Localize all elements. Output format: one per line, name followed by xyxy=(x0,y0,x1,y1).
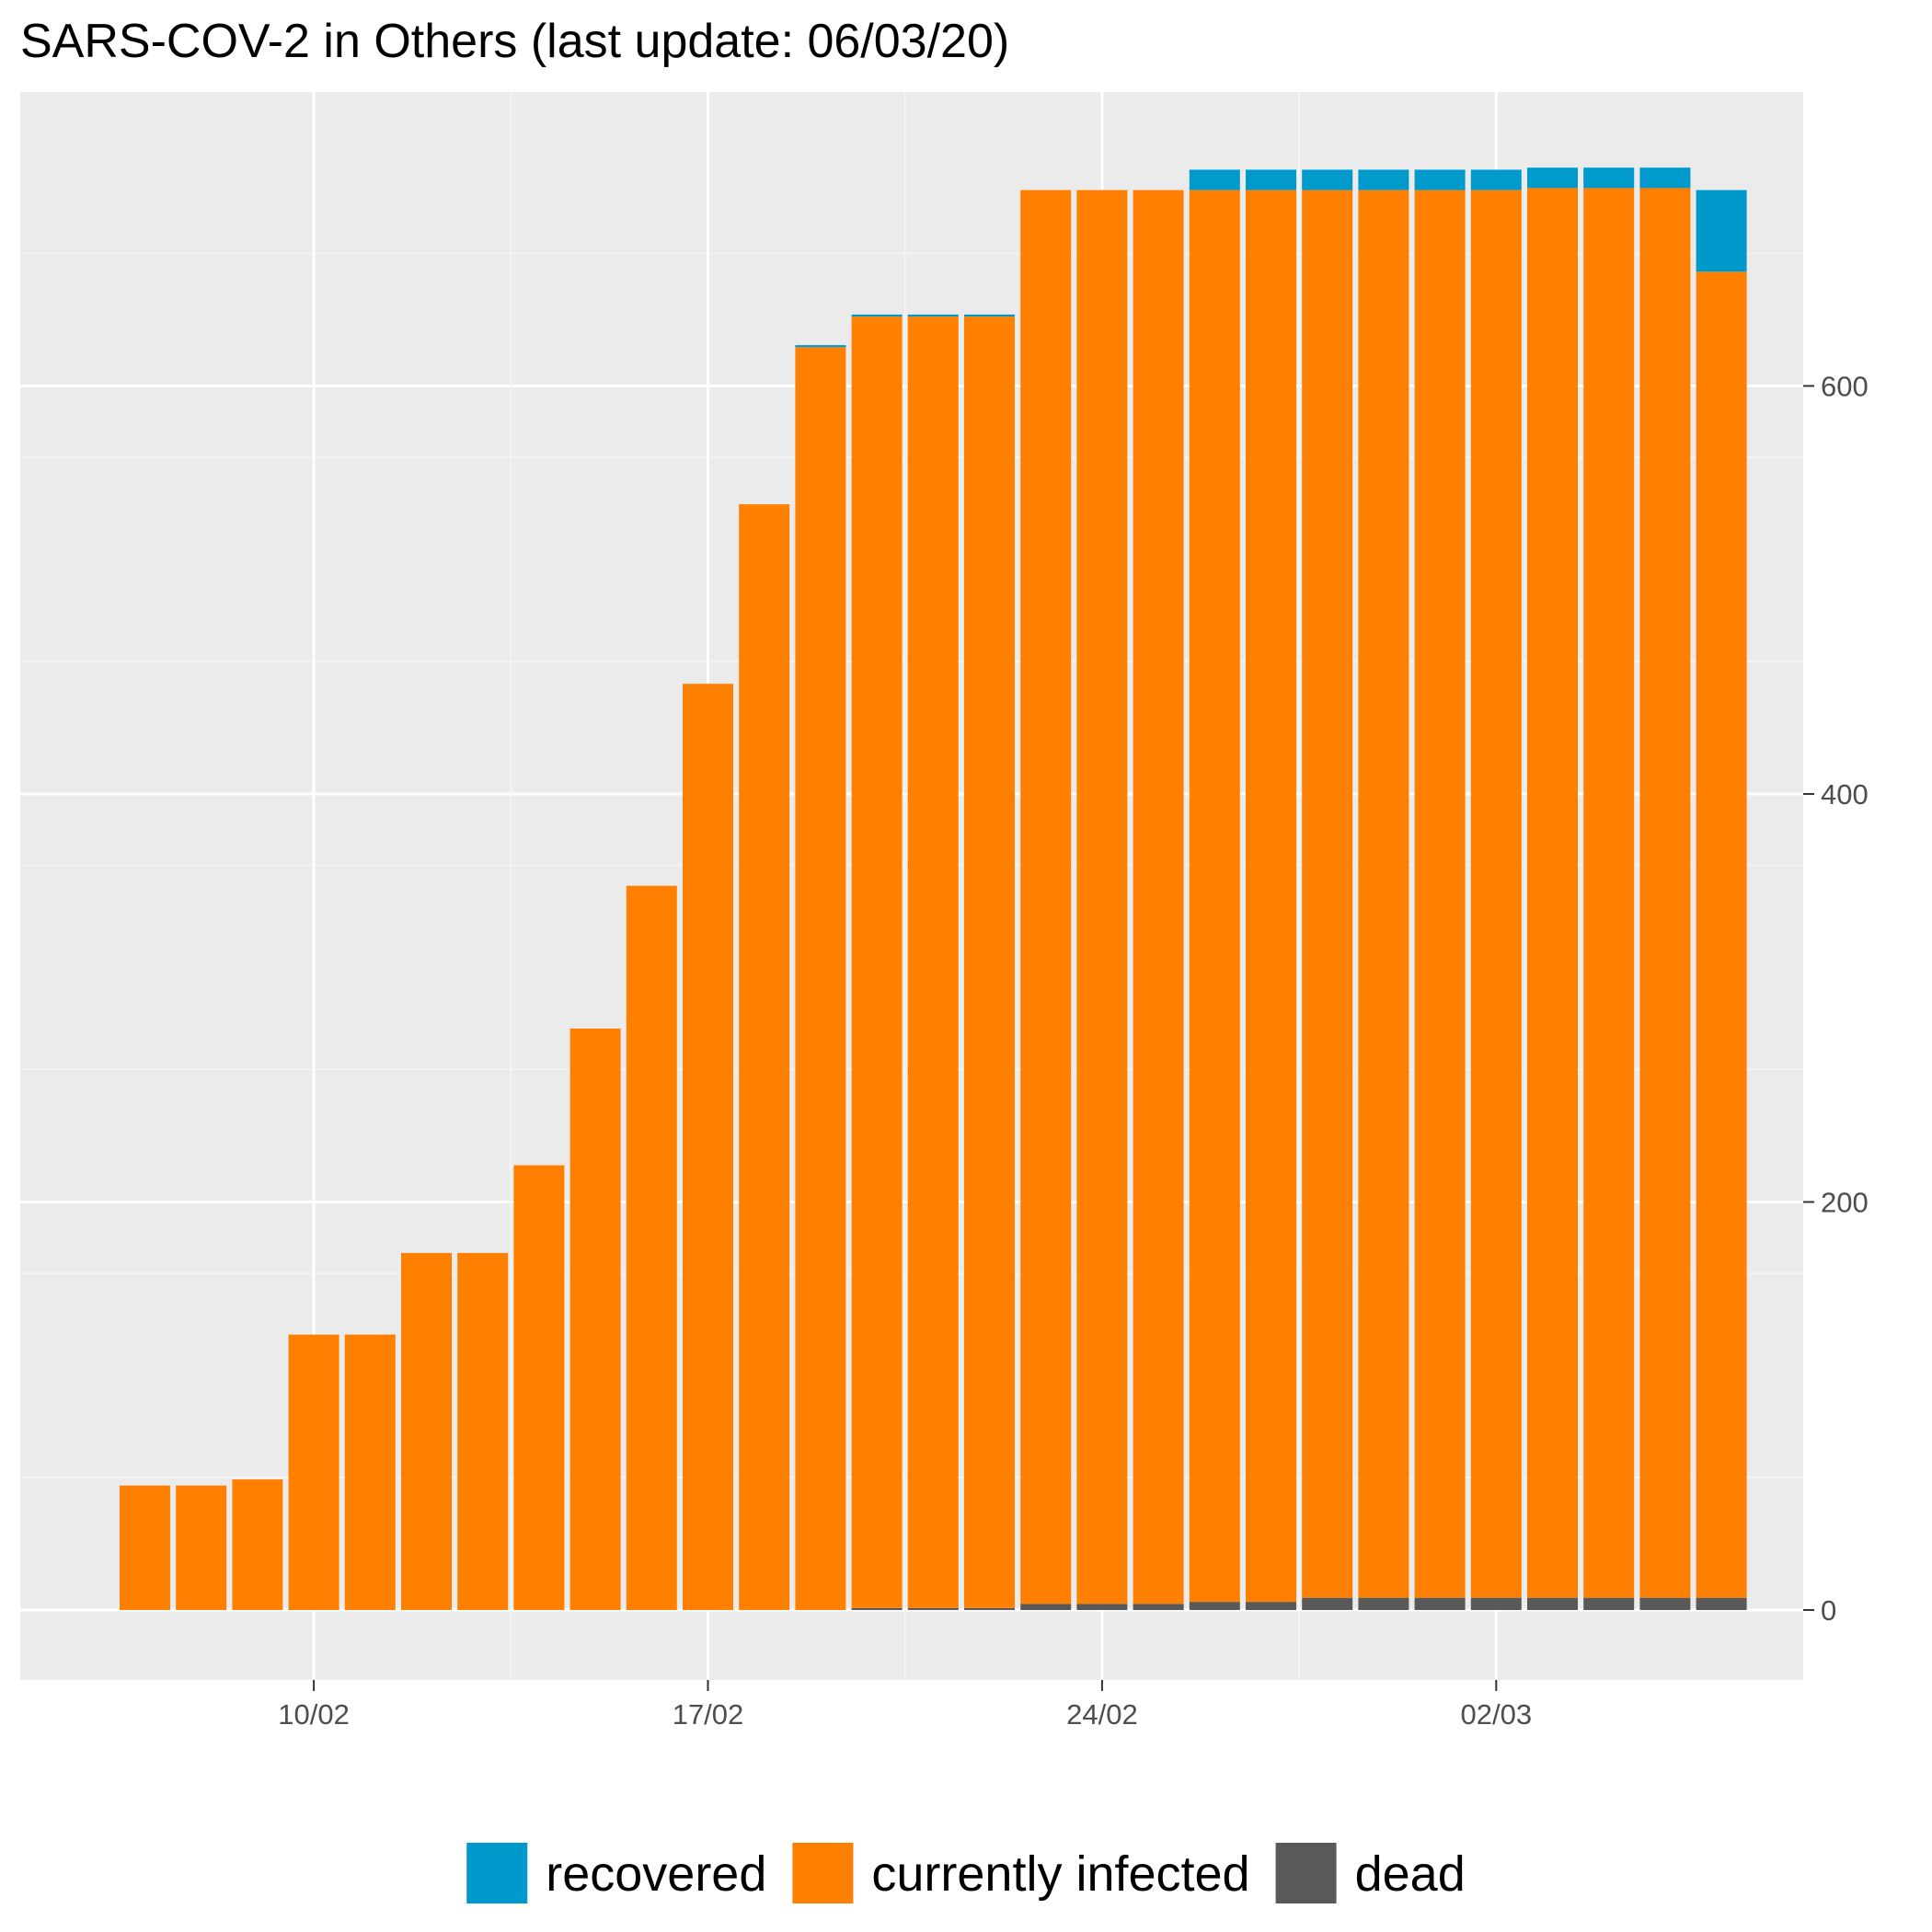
bar-currently-infected xyxy=(513,1165,565,1610)
chart-title: SARS-COV-2 in Others (last update: 06/03… xyxy=(20,15,1009,68)
bar-currently-infected xyxy=(1133,190,1184,1604)
bar-currently-infected xyxy=(569,1029,621,1610)
bar-currently-infected xyxy=(851,316,903,1608)
x-tick-label: 24/02 xyxy=(1066,1698,1138,1731)
x-tick-label: 17/02 xyxy=(673,1698,744,1731)
bar-currently-infected xyxy=(1076,190,1128,1604)
y-tick-label: 600 xyxy=(1821,371,1869,403)
x-tick-label: 10/02 xyxy=(278,1698,350,1731)
bar-dead xyxy=(1133,1604,1184,1610)
bar-currently-infected xyxy=(1020,190,1072,1604)
legend-key-currently-infected xyxy=(792,1843,854,1903)
x-tick-label: 02/03 xyxy=(1461,1698,1533,1731)
bar-currently-infected xyxy=(1358,190,1409,1598)
y-axis: 0 200 400 600 xyxy=(1803,371,1869,1627)
bar-dead xyxy=(1414,1597,1466,1610)
bar-currently-infected xyxy=(401,1252,452,1610)
bar-currently-infected xyxy=(795,347,846,1611)
bar-dead xyxy=(1246,1602,1296,1610)
bar-dead xyxy=(1639,1597,1691,1610)
legend-key-recovered xyxy=(466,1843,528,1903)
bar-recovered xyxy=(1189,169,1240,190)
bar-dead xyxy=(1696,1597,1747,1610)
bar-dead xyxy=(964,1607,1015,1610)
x-axis: 10/02 17/02 24/02 02/03 xyxy=(278,1680,1532,1731)
bar-currently-infected xyxy=(907,316,959,1608)
bar-currently-infected xyxy=(1470,190,1522,1598)
bar-recovered xyxy=(1639,167,1691,189)
bar-recovered xyxy=(1527,167,1578,189)
bar-currently-infected xyxy=(626,885,677,1610)
bar-currently-infected xyxy=(739,504,790,1610)
bar-currently-infected xyxy=(1414,190,1466,1598)
bar-recovered xyxy=(1302,169,1353,190)
bar-dead xyxy=(1189,1602,1240,1610)
bar-currently-infected xyxy=(120,1485,170,1610)
bar-recovered xyxy=(907,314,959,317)
bar-recovered xyxy=(1470,169,1522,190)
bar-currently-infected xyxy=(1583,188,1635,1598)
bar-recovered xyxy=(851,314,903,317)
y-tick-label: 400 xyxy=(1821,778,1869,811)
bar-dead xyxy=(1020,1604,1072,1610)
bars xyxy=(120,167,1747,1611)
bar-recovered xyxy=(1358,169,1409,190)
bar-dead xyxy=(851,1607,903,1610)
bar-dead xyxy=(1076,1604,1128,1610)
bar-currently-infected xyxy=(1189,190,1240,1603)
bar-recovered xyxy=(1696,190,1747,272)
bar-dead xyxy=(907,1607,959,1610)
bar-dead xyxy=(1470,1597,1522,1610)
legend-label-currently-infected: currently infected xyxy=(871,1846,1249,1902)
bar-currently-infected xyxy=(1302,190,1353,1598)
bar-recovered xyxy=(1583,167,1635,189)
bar-dead xyxy=(1583,1597,1635,1610)
bar-currently-infected xyxy=(1527,188,1578,1598)
bar-currently-infected xyxy=(1696,271,1747,1598)
bar-currently-infected xyxy=(232,1479,283,1610)
legend-label-dead: dead xyxy=(1355,1846,1466,1902)
bar-currently-infected xyxy=(1246,190,1296,1603)
y-tick-label: 0 xyxy=(1821,1594,1836,1627)
bar-dead xyxy=(1302,1597,1353,1610)
bar-recovered xyxy=(795,345,846,348)
bar-currently-infected xyxy=(457,1252,509,1610)
legend-label-recovered: recovered xyxy=(546,1846,766,1902)
bar-recovered xyxy=(1246,169,1296,190)
bar-recovered xyxy=(1414,169,1466,190)
bar-dead xyxy=(1527,1597,1578,1610)
bar-currently-infected xyxy=(176,1485,227,1610)
y-tick-label: 200 xyxy=(1821,1187,1869,1219)
bar-currently-infected xyxy=(288,1334,339,1610)
bar-currently-infected xyxy=(683,684,733,1610)
bar-currently-infected xyxy=(1639,188,1691,1598)
legend: recovered currently infected dead xyxy=(466,1843,1466,1903)
bar-currently-infected xyxy=(964,316,1015,1608)
legend-key-dead xyxy=(1275,1843,1337,1903)
bar-recovered xyxy=(964,314,1015,317)
bar-currently-infected xyxy=(344,1334,396,1610)
bar-dead xyxy=(1358,1597,1409,1610)
